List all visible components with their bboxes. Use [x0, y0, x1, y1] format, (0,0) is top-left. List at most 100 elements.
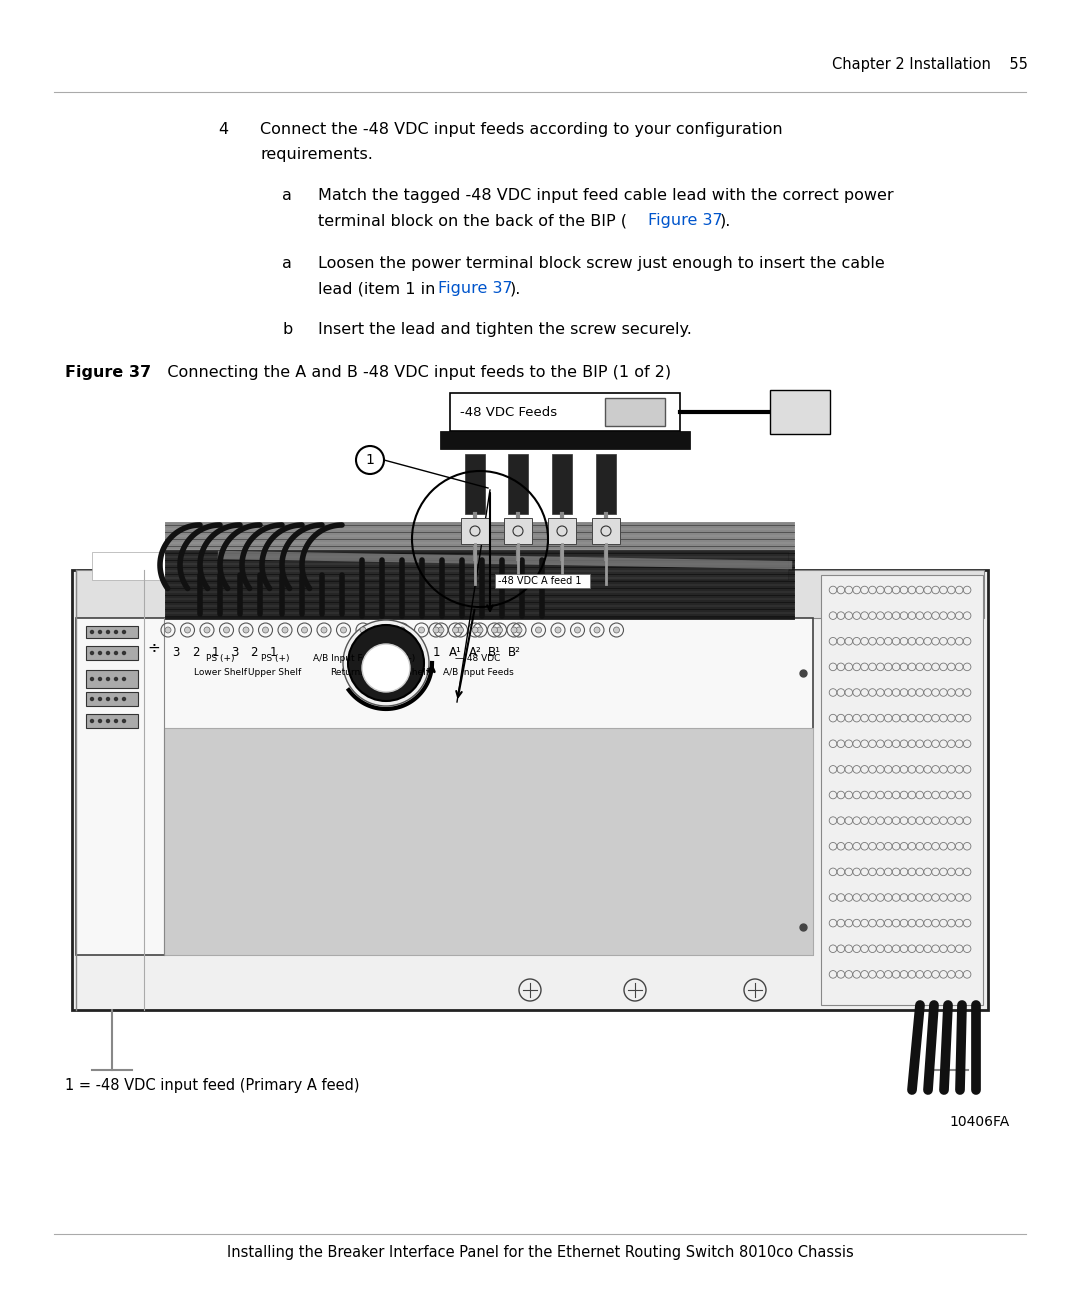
FancyBboxPatch shape: [605, 398, 665, 426]
Circle shape: [379, 627, 386, 632]
Circle shape: [433, 627, 438, 632]
Circle shape: [98, 697, 102, 701]
Circle shape: [301, 627, 308, 632]
Circle shape: [165, 627, 171, 632]
Text: ÷: ÷: [148, 640, 160, 656]
Text: ).: ).: [720, 213, 731, 228]
Circle shape: [340, 627, 347, 632]
Text: PS (+): PS (+): [206, 654, 234, 664]
FancyBboxPatch shape: [552, 454, 572, 515]
Text: Loosen the power terminal block screw just enough to insert the cable: Loosen the power terminal block screw ju…: [318, 257, 885, 271]
Text: PS (-): PS (-): [391, 654, 415, 664]
Circle shape: [107, 719, 109, 722]
Circle shape: [360, 627, 366, 632]
Circle shape: [477, 627, 483, 632]
FancyBboxPatch shape: [440, 432, 690, 448]
Text: Figure 37: Figure 37: [648, 213, 723, 228]
Circle shape: [122, 652, 125, 654]
FancyBboxPatch shape: [86, 670, 138, 688]
Text: Figure 37: Figure 37: [65, 365, 151, 380]
Circle shape: [114, 678, 118, 680]
FancyBboxPatch shape: [465, 454, 485, 515]
Text: 1: 1: [270, 647, 278, 660]
Circle shape: [491, 627, 498, 632]
Text: Connect the -48 VDC input feeds according to your configuration: Connect the -48 VDC input feeds accordin…: [260, 122, 783, 137]
Circle shape: [224, 627, 229, 632]
Text: 2: 2: [192, 647, 199, 660]
Circle shape: [98, 719, 102, 722]
Text: 10406FA: 10406FA: [949, 1115, 1010, 1129]
FancyBboxPatch shape: [495, 574, 590, 588]
Text: A/B Input Feeds: A/B Input Feeds: [443, 667, 513, 677]
Circle shape: [458, 627, 463, 632]
Circle shape: [122, 697, 125, 701]
Circle shape: [511, 627, 517, 632]
Circle shape: [107, 697, 109, 701]
Circle shape: [594, 627, 600, 632]
Circle shape: [438, 627, 444, 632]
Circle shape: [185, 627, 190, 632]
Text: Lower Shelf: Lower Shelf: [193, 667, 246, 677]
Text: terminal block on the back of the BIP (: terminal block on the back of the BIP (: [318, 213, 627, 228]
Circle shape: [516, 627, 522, 632]
Text: b: b: [282, 321, 293, 337]
Text: Returns: Returns: [330, 667, 365, 677]
Circle shape: [575, 627, 581, 632]
Text: 1: 1: [432, 647, 440, 660]
Text: 1: 1: [212, 647, 219, 660]
Circle shape: [613, 627, 620, 632]
FancyBboxPatch shape: [72, 570, 988, 1010]
Circle shape: [321, 627, 327, 632]
FancyBboxPatch shape: [86, 714, 138, 728]
Text: ).: ).: [510, 281, 522, 295]
Circle shape: [362, 644, 410, 692]
Circle shape: [122, 678, 125, 680]
Text: a: a: [282, 257, 292, 271]
Text: -48 VDC Feeds: -48 VDC Feeds: [460, 406, 557, 419]
Circle shape: [453, 627, 459, 632]
Text: 3: 3: [173, 647, 179, 660]
Circle shape: [114, 719, 118, 722]
Text: A¹: A¹: [449, 647, 462, 660]
Text: 1: 1: [365, 454, 375, 467]
Text: PS (+): PS (+): [260, 654, 289, 664]
FancyBboxPatch shape: [548, 518, 576, 544]
Text: Connecting the A and B -48 VDC input feeds to the BIP (1 of 2): Connecting the A and B -48 VDC input fee…: [152, 365, 671, 380]
Circle shape: [204, 627, 210, 632]
Text: A/B Input Feeds: A/B Input Feeds: [312, 654, 383, 664]
Circle shape: [348, 625, 424, 701]
Text: Chapter 2 Installation    55: Chapter 2 Installation 55: [832, 57, 1028, 73]
Text: 1 = -48 VDC input feed (Primary A feed): 1 = -48 VDC input feed (Primary A feed): [65, 1078, 360, 1093]
Circle shape: [419, 627, 424, 632]
Text: B²: B²: [508, 647, 521, 660]
Text: a: a: [282, 188, 292, 203]
Circle shape: [107, 652, 109, 654]
FancyBboxPatch shape: [508, 454, 528, 515]
Circle shape: [536, 627, 541, 632]
Text: 2: 2: [251, 647, 258, 660]
Text: lead (item 1 in: lead (item 1 in: [318, 281, 441, 295]
Circle shape: [98, 652, 102, 654]
Circle shape: [555, 627, 561, 632]
Circle shape: [122, 719, 125, 722]
FancyBboxPatch shape: [86, 692, 138, 706]
FancyBboxPatch shape: [164, 728, 813, 955]
Circle shape: [91, 697, 94, 701]
FancyBboxPatch shape: [86, 645, 138, 660]
Circle shape: [91, 678, 94, 680]
Circle shape: [262, 627, 269, 632]
Text: B¹: B¹: [488, 647, 501, 660]
FancyBboxPatch shape: [86, 626, 138, 638]
Circle shape: [114, 630, 118, 634]
Text: Match the tagged -48 VDC input feed cable lead with the correct power: Match the tagged -48 VDC input feed cabl…: [318, 188, 893, 203]
FancyBboxPatch shape: [92, 552, 788, 581]
Circle shape: [114, 652, 118, 654]
Circle shape: [114, 697, 118, 701]
Circle shape: [399, 627, 405, 632]
Text: Installing the Breaker Interface Panel for the Ethernet Routing Switch 8010co Ch: Installing the Breaker Interface Panel f…: [227, 1245, 853, 1260]
Circle shape: [497, 627, 502, 632]
Text: Lower Shelf: Lower Shelf: [377, 667, 430, 677]
Text: Figure 37: Figure 37: [438, 281, 513, 295]
FancyBboxPatch shape: [821, 575, 983, 1004]
FancyBboxPatch shape: [450, 393, 680, 432]
